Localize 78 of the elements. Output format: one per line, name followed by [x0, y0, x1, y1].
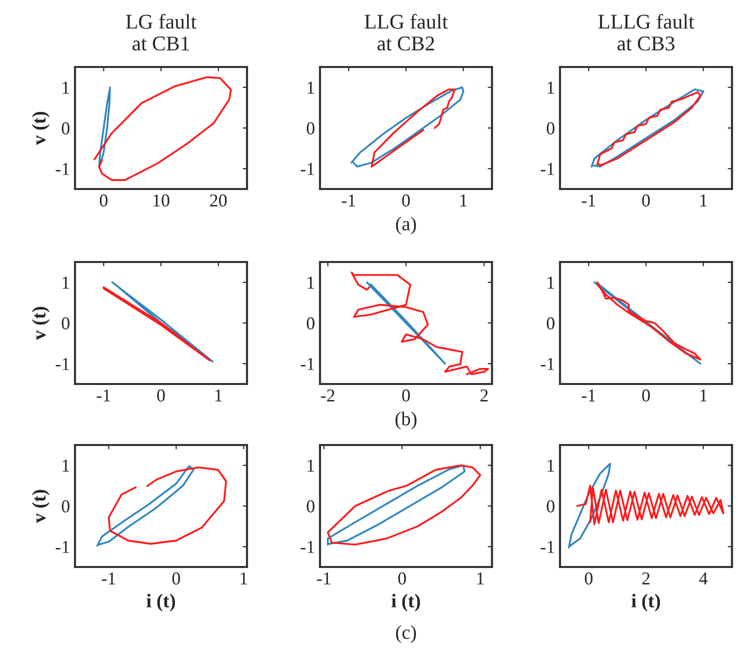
y-tick-label: 0 [546, 500, 554, 512]
y-tick-label: 1 [62, 460, 70, 472]
x-tick-label: 4 [699, 572, 708, 584]
x-tick-label: 2 [480, 389, 488, 402]
x-tick-label: -1 [102, 572, 116, 584]
y-tick-label: 0 [306, 317, 314, 330]
line-series [94, 76, 232, 181]
line-series [350, 272, 489, 376]
x-tick-label: -2 [320, 389, 334, 402]
x-axis-title: i (t) [146, 594, 175, 612]
x-tick-label: 0 [642, 389, 650, 402]
x-tick-label: -1 [317, 572, 330, 584]
line-series [108, 466, 227, 545]
line-series [576, 484, 724, 526]
y-tick-label: 0 [306, 122, 314, 134]
y-tick-label: 1 [308, 276, 314, 289]
x-tick-label: 1 [700, 194, 707, 206]
x-tick-label: 0 [172, 572, 180, 585]
x-tick-label: 10 [154, 194, 170, 207]
x-tick-label: 0 [584, 572, 592, 585]
x-tick-label: 0 [157, 389, 165, 402]
x-tick-label: -1 [342, 194, 356, 206]
x-tick-label: 2 [642, 572, 650, 584]
x-tick-label: -1 [96, 389, 110, 402]
x-tick-label: 0 [402, 194, 410, 207]
x-axis-title: i (t) [632, 594, 660, 612]
line-series [98, 86, 111, 168]
y-tick-label: 1 [308, 82, 314, 94]
x-tick-label: 0 [100, 194, 108, 207]
y-axis-title: v (t) [32, 306, 50, 340]
y-tick-label: -1 [56, 163, 70, 175]
y-tick-label: -1 [300, 163, 314, 175]
x-tick-label: 0 [642, 194, 650, 207]
y-tick-label: -1 [540, 541, 554, 553]
y-axis-title: v (t) [32, 112, 50, 146]
x-tick-label: -1 [582, 194, 596, 206]
y-tick-label: -1 [540, 358, 554, 370]
y-tick-label: 1 [62, 82, 70, 94]
y-tick-label: -1 [300, 541, 314, 553]
y-tick-label: 0 [306, 500, 314, 512]
x-tick-label: -1 [582, 389, 596, 402]
y-tick-label: 1 [548, 460, 554, 472]
x-tick-label: 1 [477, 572, 484, 584]
y-tick-label: 1 [62, 276, 70, 289]
y-tick-label: 1 [308, 460, 314, 472]
text: (b) [396, 412, 416, 430]
text: (a) [396, 216, 416, 234]
y-tick-label: -1 [56, 358, 70, 370]
line-series [370, 88, 456, 168]
line-series [96, 465, 195, 547]
y-tick-label: 0 [546, 122, 554, 134]
x-tick-label: 1 [215, 389, 222, 402]
line-series [350, 86, 464, 168]
line-series [366, 281, 446, 365]
chart-title: LLLG fault at CB3 [598, 14, 694, 51]
x-tick-label: 1 [240, 572, 248, 584]
line-series [102, 286, 211, 362]
y-tick-label: 0 [546, 317, 554, 330]
y-tick-label: 0 [62, 500, 70, 512]
x-tick-label: 20 [210, 194, 227, 207]
y-tick-label: 0 [62, 317, 70, 330]
y-tick-label: 1 [548, 276, 554, 289]
chart-title: LG fault at CB1 [126, 14, 196, 51]
y-axis-title: v (t) [32, 490, 50, 524]
x-tick-label: 1 [700, 389, 707, 402]
chart-title: LLG fault at CB2 [364, 14, 448, 51]
x-tick-label: 0 [398, 572, 406, 585]
x-axis-title: i (t) [392, 594, 420, 612]
line-series [568, 462, 612, 548]
text: (c) [396, 625, 416, 643]
y-tick-label: -1 [300, 358, 314, 370]
y-tick-label: -1 [56, 541, 70, 553]
y-tick-label: -1 [540, 163, 554, 175]
x-tick-label: 1 [460, 194, 467, 206]
line-series [111, 281, 214, 363]
y-tick-label: 1 [548, 82, 554, 94]
x-tick-label: 0 [402, 389, 410, 402]
y-tick-label: 0 [62, 122, 70, 134]
